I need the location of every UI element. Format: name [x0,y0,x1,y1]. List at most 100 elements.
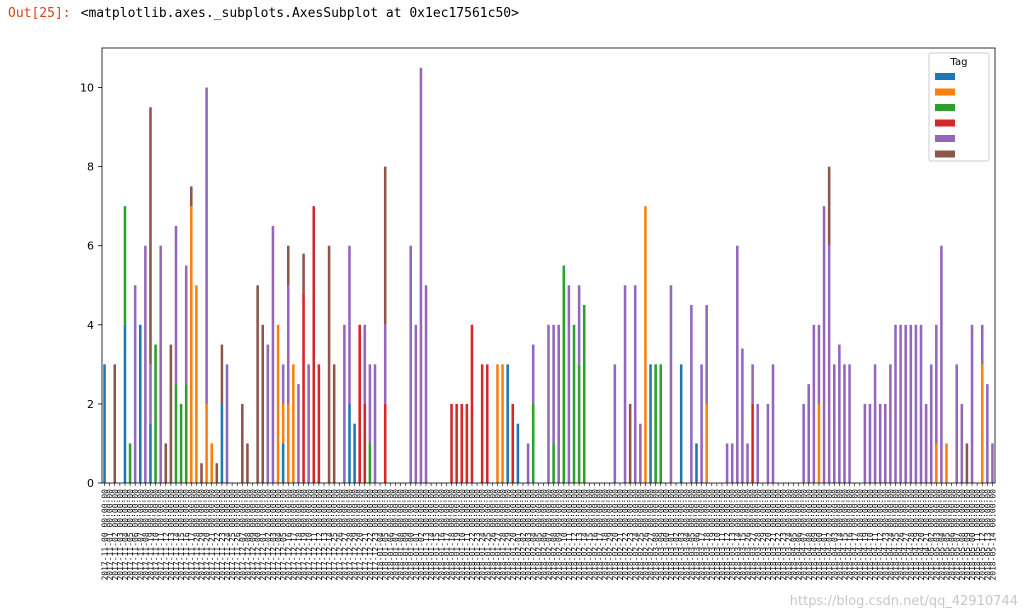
bar-segment [639,423,642,483]
x-tick-label: 2018-02-20 00:00:00 [611,489,620,581]
bar-segment [225,364,229,483]
x-tick-label: 2017-11-12 00:00:00 [162,489,171,581]
bar-segment [935,443,938,483]
bar-segment [276,324,280,483]
x-tick-label: 2018-03-18 00:00:00 [703,489,712,581]
x-tick-label: 2018-01-10 00:00:00 [458,489,467,581]
x-tick-label: 2017-12-21 00:00:00 [361,489,370,581]
x-tick-label: 2017-11-10 00:00:00 [152,489,161,581]
x-tick-label: 2018-01-19 00:00:00 [453,489,462,581]
x-tick-label: 2018-03-11 00:00:00 [718,489,727,581]
y-tick-label: 6 [87,240,94,253]
x-tick-label: 2017-11-23 00:00:00 [218,489,227,581]
x-tick-label: 2017-12-27 00:00:00 [340,489,349,581]
x-tick-label: 2018-04-03 00:00:00 [830,489,839,581]
x-tick-label: 2018-01-28 00:00:00 [499,489,508,581]
bar-segment [531,344,535,404]
x-tick-label: 2018-04-06 00:00:00 [795,489,804,581]
y-tick-label: 4 [87,319,94,332]
bar-segment [261,324,265,483]
x-tick-label: 2018-01-05 00:00:00 [381,489,390,581]
bar-segment [577,285,581,365]
x-tick-label: 2018-02-25 00:00:00 [636,489,645,581]
bar-segment [889,364,892,483]
x-tick-label: 2018-03-20 00:00:00 [764,489,773,581]
x-tick-label: 2018-04-00 00:00:00 [815,489,824,581]
x-tick-label: 2018-02-13 00:00:00 [575,489,584,581]
bar-segment [817,403,821,483]
bar-segment [292,364,295,483]
bar-segment [552,324,555,444]
legend-swatch [935,135,955,142]
bar-segment [695,443,698,483]
x-tick-label: 2018-04-29 00:00:00 [912,489,921,581]
x-tick-label: 2018-02-05 00:00:00 [534,489,543,581]
x-tick-label: 2018-04-12 00:00:00 [876,489,885,581]
x-tick-label: 2018-04-19 00:00:00 [861,489,870,581]
x-tick-label: 2017-12-20 00:00:00 [356,489,365,581]
x-tick-label: 2018-05-00 00:00:00 [968,489,977,581]
bar-segment [281,403,285,444]
x-tick-label: 2018-05-13 00:00:00 [983,489,992,581]
bar-segment [501,364,504,483]
bar-segment [705,305,708,404]
x-tick-label: 2017-11-22 00:00:00 [213,489,222,581]
x-tick-label: 2018-01-09 00:00:00 [402,489,411,581]
x-tick-label: 2017-11-28 00:00:00 [192,489,201,581]
x-tick-label: 2018-01-22 00:00:00 [468,489,477,581]
x-tick-label: 2017-11-00 00:00:00 [101,489,110,581]
x-tick-label: 2018-03-13 00:00:00 [728,489,737,581]
x-tick-label: 2017-12-07 00:00:00 [238,489,247,581]
bar-segment [190,186,193,207]
x-tick-label: 2017-11-05 00:00:00 [126,489,135,581]
plot-area [103,67,994,484]
x-tick-label: 2017-11-25 00:00:00 [228,489,237,581]
bar-segment [894,324,897,483]
bar-segment [980,364,984,483]
x-tick-label: 2017-12-12 00:00:00 [315,489,324,581]
bar-segment [363,324,367,404]
x-tick-label: 2017-12-23 00:00:00 [371,489,380,581]
bar-segment [164,443,168,483]
x-tick-label: 2018-02-24 00:00:00 [631,489,640,581]
x-tick-label: 2018-01-08 00:00:00 [397,489,406,581]
x-tick-label: 2017-11-02 00:00:00 [111,489,120,581]
x-tick-label: 2018-02-21 00:00:00 [616,489,625,581]
x-tick-label: 2018-05-02 00:00:00 [927,489,936,581]
x-tick-label: 2017-12-11 00:00:00 [310,489,319,581]
bar-segment [965,443,969,483]
bar-segment [302,293,305,483]
bar-segment [562,265,566,483]
bar-segment [756,403,759,483]
bar-segment [705,403,708,483]
x-tick-label: 2018-01-00 00:00:00 [407,489,416,581]
bar-segment [363,403,367,483]
x-tick-label: 2018-02-27 00:00:00 [647,489,656,581]
bar-segment [496,364,499,483]
bar-segment [139,324,142,483]
x-tick-label: 2018-01-14 00:00:00 [427,489,436,581]
x-tick-label: 2017-12-09 00:00:00 [249,489,258,581]
x-tick-label: 2018-01-01 00:00:00 [412,489,421,581]
x-tick-label: 2018-01-29 00:00:00 [504,489,513,581]
bar-segment [690,305,693,483]
y-tick-label: 2 [87,398,94,411]
x-tick-label: 2018-05-03 00:00:00 [932,489,941,581]
bar-segment [878,403,882,483]
bar-segment [190,206,193,483]
x-tick-label: 2017-12-17 00:00:00 [289,489,298,581]
x-tick-label: 2017-12-13 00:00:00 [320,489,329,581]
x-tick-label: 2018-03-19 00:00:00 [708,489,717,581]
legend-title: Tag [950,57,968,68]
x-tick-label: 2017-12-18 00:00:00 [294,489,303,581]
bar-segment [348,403,351,483]
x-tick-label: 2018-04-07 00:00:00 [800,489,809,581]
x-tick-label: 2018-05-12 00:00:00 [978,489,987,581]
bar-segment [220,403,224,483]
x-tick-label: 2017-11-16 00:00:00 [182,489,191,581]
bar-segment [368,364,372,444]
bar-segment [644,206,647,483]
bar-segment [184,384,188,483]
x-tick-label: 2017-12-02 00:00:00 [264,489,273,581]
